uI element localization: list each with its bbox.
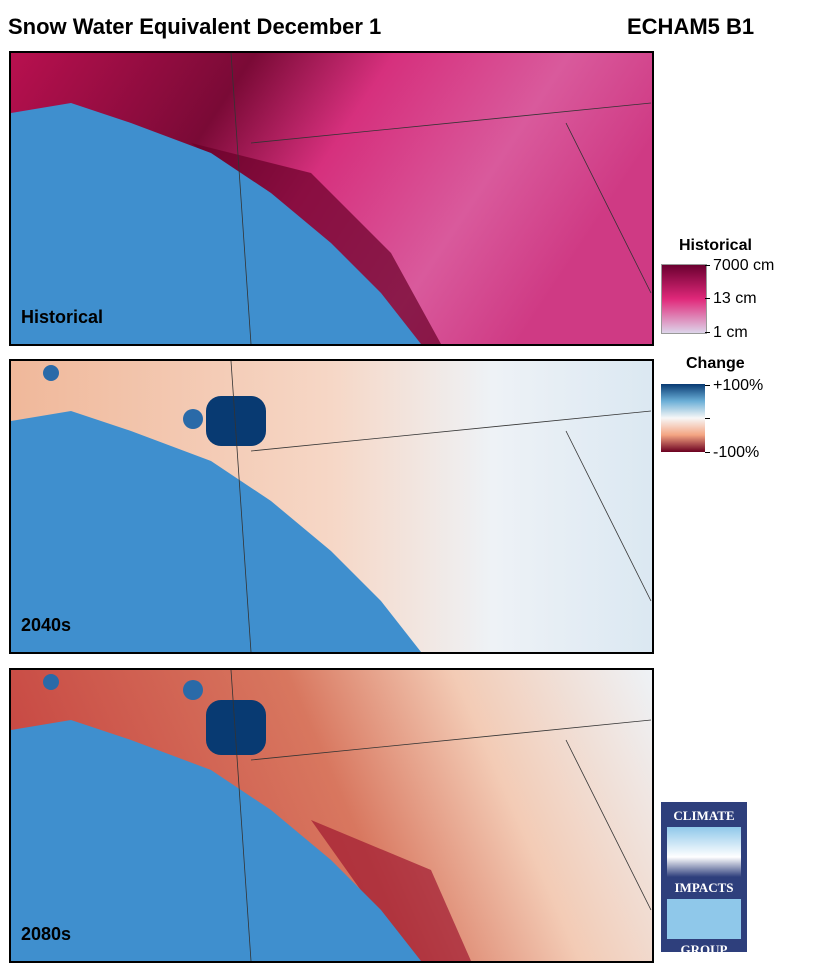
map-panel-2040s: 2040s (9, 359, 654, 654)
tick-label: 1 cm (713, 324, 748, 341)
tick-label: 13 cm (713, 290, 757, 307)
logo-text: IMPACTS (674, 880, 734, 895)
tick-label: 7000 cm (713, 257, 775, 274)
legend-change-title: Change (686, 355, 745, 372)
historical-colorbar (661, 264, 707, 334)
panel-label: 2040s (21, 615, 72, 635)
panel-label: 2080s (21, 924, 72, 944)
tick-label: -100% (713, 444, 760, 461)
tick-label: +100% (713, 377, 764, 394)
climate-impacts-group-logo: CLIMATE IMPACTS GROUP (661, 802, 747, 957)
map-panel-historical: Historical (9, 51, 654, 346)
panel-label: Historical (21, 307, 104, 327)
legend-historical-title: Historical (679, 237, 752, 254)
logo-text: CLIMATE (673, 808, 735, 823)
change-colorbar (661, 384, 705, 452)
map-panel-2080s: 2080s (9, 668, 654, 963)
logo-text: GROUP (680, 942, 728, 957)
model-label: ECHAM5 B1 (627, 14, 755, 39)
map-title: Snow Water Equivalent December 1 (8, 14, 382, 39)
